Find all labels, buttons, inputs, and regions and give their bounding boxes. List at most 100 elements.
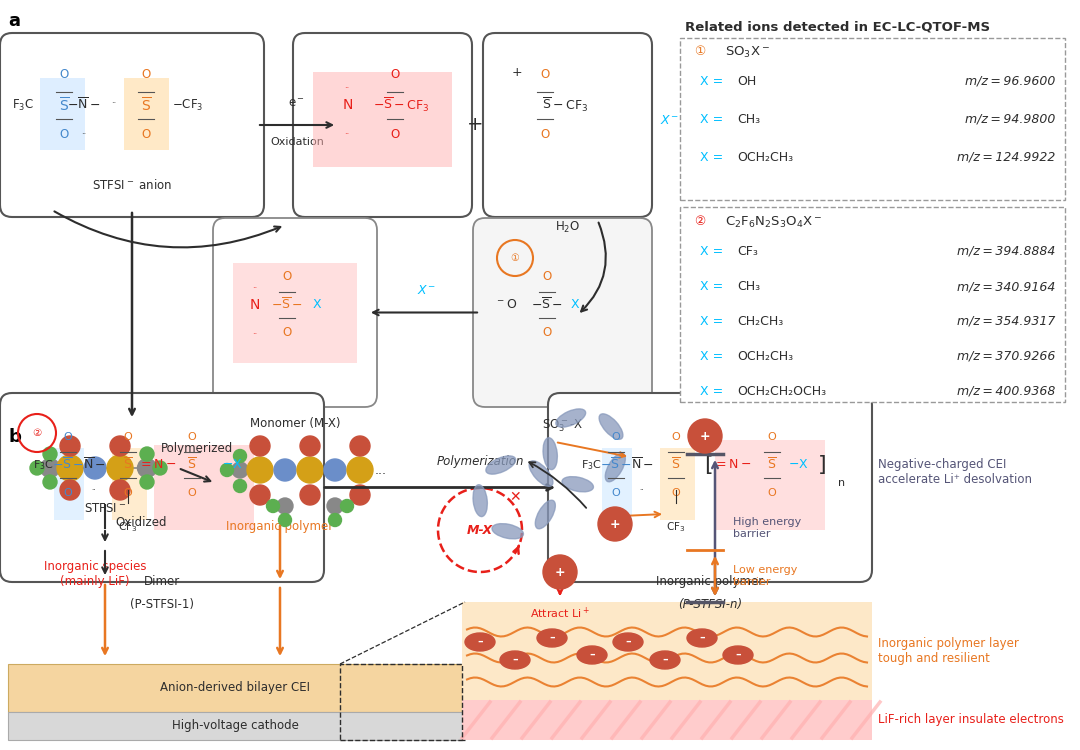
Text: $\mathrm{\overline{S}}$: $\mathrm{\overline{S}}$ [123,458,133,472]
Text: $\mathrm{=N-}$: $\mathrm{=N-}$ [713,458,751,472]
Text: –: – [590,650,595,660]
Text: O: O [141,128,150,142]
Bar [313,72,453,167]
Bar [8,664,463,712]
Text: $\mathrm{-X}$: $\mathrm{-X}$ [787,458,808,472]
Text: ..: .. [81,127,86,136]
Text: ①: ① [511,253,519,263]
Circle shape [300,485,320,505]
Text: a: a [8,12,21,30]
Bar [715,440,825,530]
Circle shape [249,485,270,505]
Text: $^-$O: $^-$O [495,298,517,311]
Text: O: O [282,326,292,340]
Circle shape [110,480,130,500]
Circle shape [350,436,370,456]
Text: b: b [8,428,21,446]
Circle shape [233,449,246,463]
Text: CH₂CH₃: CH₂CH₃ [737,315,783,328]
Text: –: – [699,633,705,643]
Text: Polymerized: Polymerized [161,442,233,455]
Circle shape [41,458,59,478]
Circle shape [43,447,57,461]
Text: O: O [768,488,777,498]
Text: High energy
barrier: High energy barrier [733,518,801,538]
Text: O: O [123,432,133,442]
Text: [: [ [704,455,713,475]
Text: X$^-$: X$^-$ [660,113,679,127]
Text: CH₃: CH₃ [737,280,760,293]
FancyBboxPatch shape [548,393,872,582]
Text: Inorganic polymer: Inorganic polymer [227,520,334,533]
Circle shape [300,436,320,456]
Text: Negative-charged CEI
accelerate Li⁺ desolvation: Negative-charged CEI accelerate Li⁺ deso… [878,458,1032,486]
Ellipse shape [465,633,495,651]
Ellipse shape [529,460,553,486]
Bar [680,207,1065,402]
Text: X: X [313,298,322,311]
Text: +: + [512,67,523,80]
FancyBboxPatch shape [0,393,324,582]
Ellipse shape [605,453,625,482]
Text: $\mathrm{\overline{S}}$: $\mathrm{\overline{S}}$ [187,458,197,472]
Text: $\mathrm{CF_3}$: $\mathrm{CF_3}$ [666,520,686,534]
Circle shape [232,462,248,478]
Text: O: O [282,271,292,284]
Bar [602,448,632,520]
Text: X =: X = [700,385,727,398]
Ellipse shape [537,629,567,647]
Text: Related ions detected in EC-LC-QTOF-MS: Related ions detected in EC-LC-QTOF-MS [685,20,990,33]
Ellipse shape [536,500,555,529]
Text: $\mathrm{-X}$: $\mathrm{-X}$ [222,458,243,472]
Text: STFSI$^-$ anion: STFSI$^-$ anion [92,178,172,192]
Text: ..: .. [253,327,258,336]
Circle shape [30,461,44,475]
Text: Dimer: Dimer [144,575,180,588]
Text: $\mathrm{=N-}$: $\mathrm{=N-}$ [138,458,176,472]
Text: $\mathrm{-\overline{S}-}$: $\mathrm{-\overline{S}-}$ [600,458,632,472]
Text: ✕: ✕ [509,490,521,504]
Text: LiF-rich layer insulate electrons: LiF-rich layer insulate electrons [878,713,1064,727]
Text: Inorganic species
(mainly LiF): Inorganic species (mainly LiF) [44,560,146,588]
Text: X =: X = [700,151,727,164]
Circle shape [107,455,133,481]
Text: SO$_3^-$-X: SO$_3^-$-X [542,417,583,434]
Text: Oxidized: Oxidized [114,515,166,529]
Text: –: – [735,650,741,660]
Text: O: O [390,68,400,82]
Circle shape [110,436,130,456]
Text: M-X: M-X [467,524,494,536]
Circle shape [233,479,246,493]
Text: ..: .. [345,81,350,90]
Text: +: + [700,430,711,442]
Text: $\mathrm{-\overline{S}-CF_3}$: $\mathrm{-\overline{S}-CF_3}$ [373,96,430,114]
Text: ②: ② [694,215,705,228]
Text: O: O [123,488,133,498]
Text: $\mathrm{\overline{N}-}$: $\mathrm{\overline{N}-}$ [82,458,106,472]
Circle shape [140,447,154,461]
Text: $\mathrm{\overline{S}}$: $\mathrm{\overline{S}}$ [58,96,69,114]
Text: $\mathrm{-\overline{N}-}$: $\mathrm{-\overline{N}-}$ [67,98,100,112]
Text: –: – [625,637,631,647]
Circle shape [140,475,154,489]
Text: (P-STFSI-n): (P-STFSI-n) [678,598,742,611]
Ellipse shape [687,629,717,647]
Text: e$^-$: e$^-$ [288,97,306,110]
Circle shape [279,514,292,526]
Circle shape [350,485,370,505]
Text: O: O [672,432,680,442]
Ellipse shape [492,524,524,538]
Text: ②: ② [32,428,42,438]
Text: Oxidation: Oxidation [270,137,324,147]
Text: O: O [672,488,680,498]
FancyBboxPatch shape [0,33,264,217]
Ellipse shape [543,438,557,470]
Text: O: O [390,128,400,142]
Text: ..: .. [639,485,645,491]
Text: $\mathrm{N}$: $\mathrm{N}$ [249,298,260,312]
Bar [680,38,1065,200]
Text: X =: X = [700,315,727,328]
Text: $\mathrm{F_3C}$: $\mathrm{F_3C}$ [12,98,33,112]
Text: m/z = 400.9368: m/z = 400.9368 [957,385,1055,398]
Text: $\mathrm{F_3C}$: $\mathrm{F_3C}$ [33,458,54,472]
